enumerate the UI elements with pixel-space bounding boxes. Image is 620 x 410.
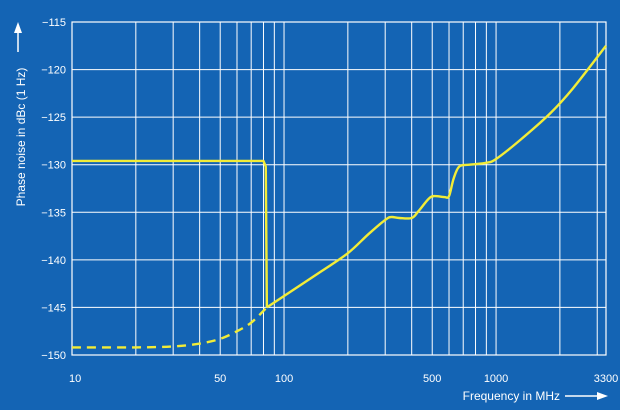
y-tick-label: −150 [41,350,66,362]
y-tick-label: −130 [41,160,66,172]
x-tick-label: 50 [214,373,226,385]
series-layer [71,45,607,349]
series-line-3 [71,306,268,349]
series-line-1 [72,159,269,308]
grid-layer [71,21,607,356]
y-tick-label: −145 [41,302,66,314]
series-line-2 [266,45,607,309]
y-tick-label: −125 [41,112,66,124]
y-tick-label: −120 [41,65,66,77]
y-axis-title: Phase noise in dBc (1 Hz) [14,68,28,207]
x-tick-label: 3300 [594,373,618,385]
x-axis-title: Frequency in MHz [463,389,560,403]
x-axis-arrow-head [597,392,608,400]
y-axis-arrow-head [14,22,22,33]
x-tick-label: 10 [69,373,81,385]
y-tick-label: −140 [41,255,66,267]
x-tick-label: 100 [275,373,293,385]
y-tick-label: −115 [42,17,66,29]
x-tick-label: 500 [423,373,441,385]
y-tick-label: −135 [41,207,66,219]
plot-frame [71,21,607,356]
x-tick-label: 1000 [484,373,508,385]
